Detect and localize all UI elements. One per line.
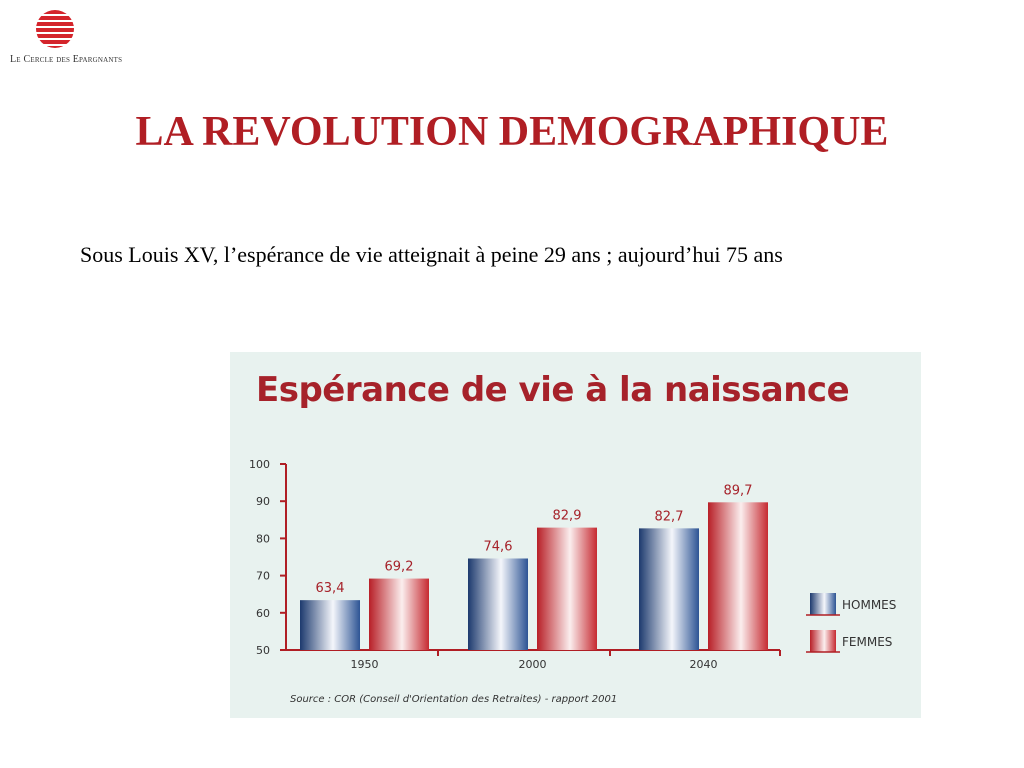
- legend-label-femmes: FEMMES: [842, 635, 892, 649]
- y-tick-label: 70: [256, 570, 270, 583]
- y-tick-label: 50: [256, 644, 270, 657]
- logo-icon: [36, 10, 74, 48]
- data-label: 89,7: [724, 483, 753, 498]
- legend-swatch-femmes: [810, 630, 836, 652]
- chart-title: Espérance de vie à la naissance: [256, 370, 850, 410]
- chart-source: Source : COR (Conseil d'Orientation des …: [290, 694, 618, 705]
- data-label: 82,9: [553, 509, 582, 524]
- data-label: 82,7: [655, 509, 684, 524]
- bar-hommes-2040: [639, 528, 699, 650]
- logo-text: Le Cercle des Epargnants: [10, 54, 123, 65]
- bar-chart: 50 60 70 80 90 100 63,4 69,2 1950 74,6 82,9 2000 82,…: [249, 458, 896, 671]
- y-tick-label: 90: [256, 495, 270, 508]
- bar-hommes-2000: [468, 558, 528, 650]
- bar-femmes-1950: [369, 578, 429, 650]
- y-tick-label: 60: [256, 607, 270, 620]
- x-tick-label: 1950: [351, 658, 379, 671]
- page-title: LA REVOLUTION DEMOGRAPHIQUE: [135, 109, 889, 155]
- data-label: 69,2: [385, 560, 414, 575]
- bar-femmes-2040: [708, 502, 768, 650]
- bar-hommes-1950: [300, 600, 360, 650]
- y-tick-label: 100: [249, 458, 270, 471]
- y-tick-label: 80: [256, 532, 270, 545]
- data-label: 74,6: [484, 539, 513, 554]
- legend-swatch-hommes: [810, 593, 836, 615]
- chart-panel: Espérance de vie à la naissance 50 60 70 80…: [230, 352, 921, 718]
- intro-text: Sous Louis XV, l’espérance de vie atteig…: [80, 242, 783, 267]
- legend-label-hommes: HOMMES: [842, 598, 896, 612]
- bar-femmes-2000: [537, 527, 597, 650]
- data-label: 63,4: [316, 581, 345, 596]
- x-tick-label: 2040: [690, 658, 718, 671]
- x-tick-label: 2000: [519, 658, 547, 671]
